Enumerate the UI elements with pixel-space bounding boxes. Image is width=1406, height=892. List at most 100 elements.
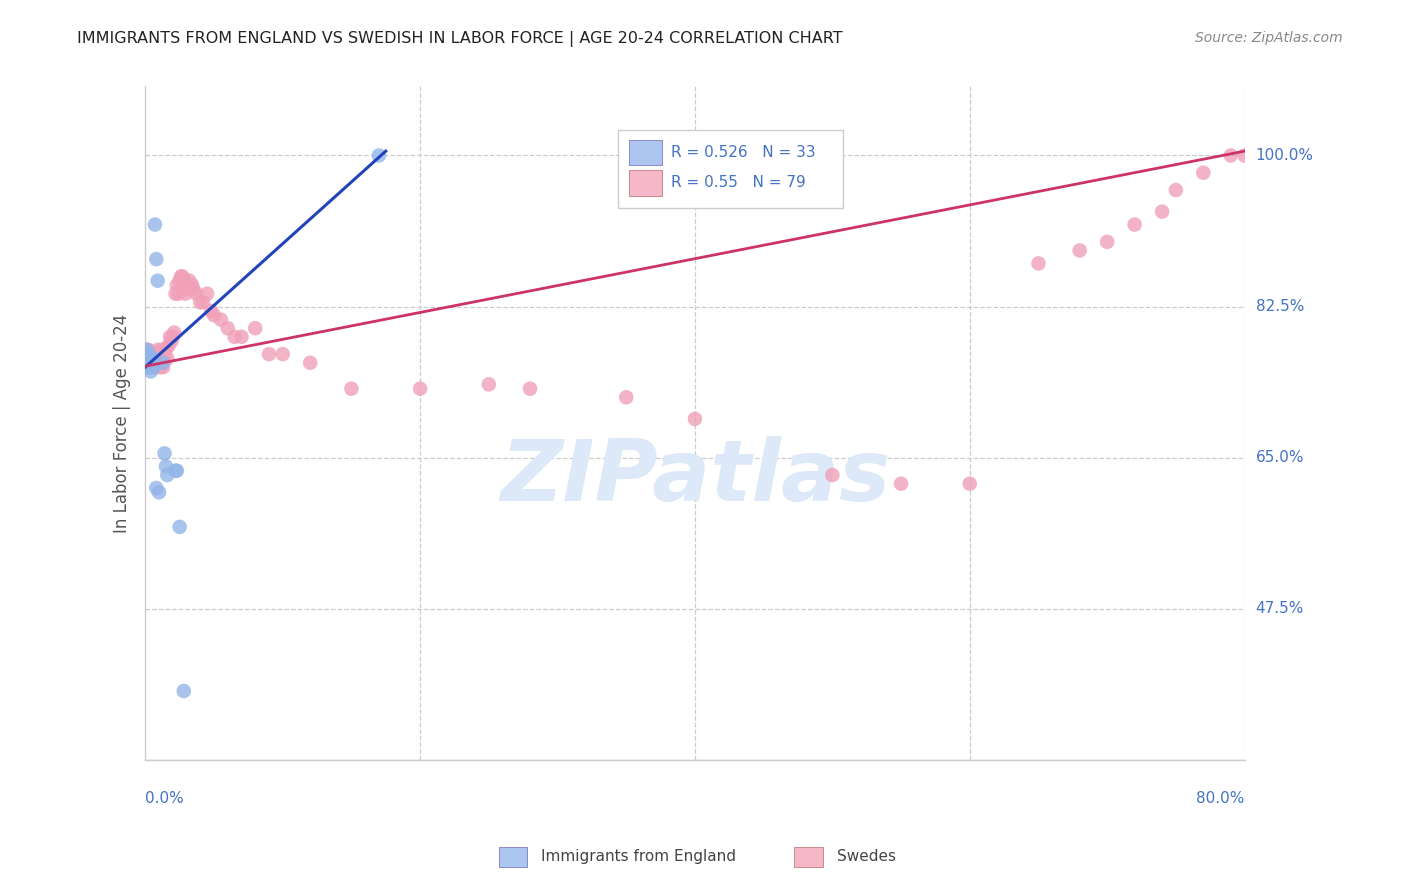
Point bbox=[139, 364, 162, 378]
Point bbox=[139, 351, 162, 366]
Text: 80.0%: 80.0% bbox=[1197, 790, 1244, 805]
Point bbox=[224, 330, 246, 344]
Point bbox=[683, 412, 706, 426]
Point bbox=[1192, 166, 1215, 180]
Point bbox=[169, 520, 191, 534]
Text: 82.5%: 82.5% bbox=[1256, 299, 1303, 314]
Point bbox=[141, 360, 163, 375]
Point bbox=[166, 278, 188, 293]
Point bbox=[409, 382, 432, 396]
FancyBboxPatch shape bbox=[619, 130, 844, 208]
Point bbox=[149, 347, 172, 361]
Point bbox=[217, 321, 239, 335]
Point bbox=[142, 351, 165, 366]
Point bbox=[157, 338, 180, 352]
Point bbox=[136, 351, 159, 366]
Point bbox=[142, 360, 165, 375]
Point bbox=[152, 356, 174, 370]
Point bbox=[156, 351, 179, 366]
Point bbox=[136, 351, 159, 366]
Point bbox=[1095, 235, 1118, 249]
Point bbox=[1164, 183, 1187, 197]
Point bbox=[1219, 148, 1241, 162]
Point bbox=[169, 274, 191, 288]
Point bbox=[165, 464, 187, 478]
Point bbox=[138, 356, 160, 370]
Point bbox=[959, 476, 981, 491]
Point bbox=[160, 334, 183, 348]
Point bbox=[200, 304, 222, 318]
Point bbox=[150, 343, 173, 357]
Point bbox=[145, 360, 167, 375]
Point bbox=[146, 274, 169, 288]
Point bbox=[148, 485, 170, 500]
Bar bbox=[628, 139, 662, 165]
Text: 0.0%: 0.0% bbox=[145, 790, 184, 805]
Point bbox=[257, 347, 280, 361]
Point bbox=[167, 286, 190, 301]
Point bbox=[148, 360, 170, 375]
Point bbox=[143, 347, 166, 361]
Point bbox=[188, 295, 211, 310]
Bar bbox=[628, 169, 662, 195]
Point bbox=[141, 356, 163, 370]
Point bbox=[136, 360, 159, 375]
Point bbox=[150, 356, 173, 370]
Point bbox=[139, 347, 162, 361]
Point bbox=[138, 347, 160, 361]
Point bbox=[165, 286, 187, 301]
Point bbox=[141, 351, 163, 366]
Point bbox=[340, 382, 363, 396]
Point bbox=[821, 468, 844, 483]
Text: 47.5%: 47.5% bbox=[1256, 601, 1303, 616]
Point bbox=[148, 347, 170, 361]
Point bbox=[170, 269, 193, 284]
Point bbox=[135, 347, 157, 361]
Point bbox=[142, 360, 165, 375]
Point bbox=[146, 347, 169, 361]
Text: Swedes: Swedes bbox=[837, 849, 896, 863]
Point bbox=[1233, 148, 1256, 162]
Point bbox=[1152, 204, 1174, 219]
Text: Immigrants from England: Immigrants from England bbox=[541, 849, 737, 863]
Point bbox=[202, 308, 225, 322]
Point bbox=[152, 360, 174, 375]
Text: Source: ZipAtlas.com: Source: ZipAtlas.com bbox=[1195, 31, 1343, 45]
Point bbox=[1028, 256, 1050, 270]
Text: 100.0%: 100.0% bbox=[1256, 148, 1313, 163]
Point bbox=[138, 360, 160, 375]
Point bbox=[173, 274, 195, 288]
Point bbox=[143, 218, 166, 232]
Point bbox=[141, 356, 163, 370]
Point bbox=[153, 347, 176, 361]
Point bbox=[135, 347, 157, 361]
Point bbox=[209, 312, 232, 326]
Point bbox=[176, 282, 198, 296]
Point bbox=[136, 343, 159, 357]
Y-axis label: In Labor Force | Age 20-24: In Labor Force | Age 20-24 bbox=[114, 314, 131, 533]
Text: R = 0.526   N = 33: R = 0.526 N = 33 bbox=[671, 145, 815, 160]
Point bbox=[155, 459, 177, 474]
Point bbox=[155, 343, 177, 357]
Point bbox=[1069, 244, 1091, 258]
Point bbox=[172, 269, 194, 284]
Point bbox=[152, 351, 174, 366]
Point bbox=[139, 356, 162, 370]
Point bbox=[141, 351, 163, 366]
Text: ZIPatlas: ZIPatlas bbox=[499, 435, 890, 518]
Point bbox=[143, 356, 166, 370]
Point bbox=[142, 356, 165, 370]
Point bbox=[135, 343, 157, 357]
Point bbox=[141, 356, 163, 370]
Point bbox=[173, 684, 195, 698]
Point bbox=[183, 282, 205, 296]
Point bbox=[156, 468, 179, 483]
Point bbox=[135, 360, 157, 375]
Point bbox=[145, 356, 167, 370]
Point bbox=[159, 330, 181, 344]
Point bbox=[135, 343, 157, 357]
Point bbox=[166, 464, 188, 478]
Point bbox=[163, 326, 186, 340]
Point bbox=[195, 286, 218, 301]
Point bbox=[614, 390, 637, 404]
